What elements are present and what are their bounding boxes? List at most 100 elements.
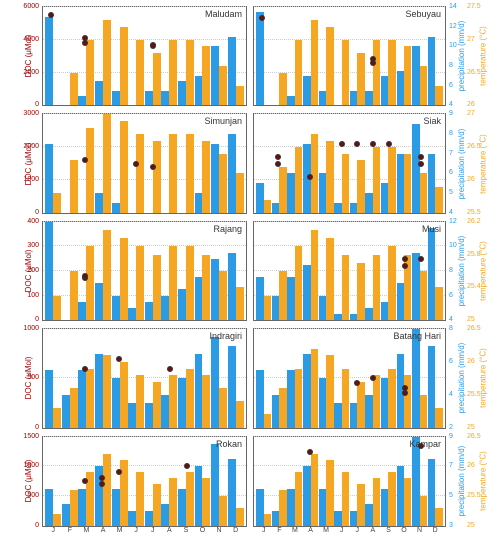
panel-rokan: RokanJFMAMJJASOND050010001500DOC (μMol) [4, 434, 249, 539]
temp-bar [103, 454, 111, 526]
panel-title: Indragiri [209, 331, 242, 341]
temp-bar [311, 230, 318, 320]
precip-bar [287, 96, 294, 106]
panel-title: Rokan [216, 439, 242, 449]
precip-bar [365, 504, 372, 526]
precip-bar [428, 228, 435, 320]
precip-bar [95, 283, 103, 320]
temp-bar [169, 134, 177, 213]
temp-bar [295, 40, 302, 106]
temp-bar [136, 40, 144, 106]
temp-bar [388, 246, 395, 320]
month-label: J [45, 527, 62, 537]
temp-bar [357, 484, 364, 526]
temp-bar [342, 40, 349, 106]
panel-title: Kampar [409, 439, 441, 449]
precip-bar [112, 296, 120, 321]
precip-bar [45, 17, 53, 106]
temp-bar [295, 246, 302, 320]
precip-bar [178, 378, 186, 427]
temp-bar [86, 369, 94, 428]
doc-marker [402, 390, 408, 396]
temp-bar [404, 375, 411, 427]
temp-bar [357, 53, 364, 105]
precip-bar [319, 173, 326, 212]
ylabel-doc: DOC (μMol) [24, 357, 33, 400]
panel-simunjan: Simunjan0100020003000DOC (μMol) [4, 111, 249, 216]
doc-marker [82, 40, 88, 46]
month-label: A [303, 527, 319, 537]
precip-bar [256, 370, 263, 427]
precip-bar [195, 193, 203, 213]
precip-bar [287, 173, 294, 212]
month-label: F [272, 527, 288, 537]
temp-bar [342, 369, 349, 428]
precip-bar [178, 289, 186, 320]
precip-bar [334, 511, 341, 526]
month-label: J [144, 527, 161, 537]
temp-bar [373, 147, 380, 213]
temp-bar [326, 141, 333, 213]
month-label: F [62, 527, 79, 537]
precip-bar [256, 277, 263, 320]
month-label: A [161, 527, 178, 537]
temp-bar [120, 121, 128, 213]
precip-bar [95, 193, 103, 213]
doc-marker [370, 141, 376, 147]
temp-bar [219, 496, 227, 526]
temp-bar [435, 287, 442, 320]
temp-bar [311, 20, 318, 105]
temp-bar [342, 255, 349, 321]
month-label: D [227, 527, 244, 537]
temp-bar [264, 200, 271, 213]
precip-bar [397, 466, 404, 526]
panel-kampar: KamparJFMAMJJASOND35792525.52626.5precip… [251, 434, 496, 539]
precip-bar [195, 466, 203, 526]
temp-bar [86, 246, 94, 320]
precip-bar [78, 370, 86, 427]
precip-bar [428, 459, 435, 526]
temp-bar [120, 362, 128, 428]
precip-bar [350, 203, 357, 213]
precip-bar [287, 370, 294, 427]
temp-bar [388, 40, 395, 106]
precip-bar [228, 37, 236, 106]
precip-bar [178, 489, 186, 526]
temp-bar [264, 414, 271, 427]
temp-bar [326, 460, 333, 526]
doc-marker [82, 273, 88, 279]
precip-bar [303, 265, 310, 320]
precip-bar [161, 296, 169, 321]
doc-marker [150, 43, 156, 49]
ylabel-precip: precipitation (mm/d) [457, 236, 466, 307]
precip-bar [161, 504, 169, 526]
ylabel-temp: temperature (°C) [479, 26, 488, 86]
precip-bar [272, 395, 279, 428]
precip-bar [397, 71, 404, 105]
temp-bar [279, 73, 286, 106]
precip-bar [365, 308, 372, 320]
temp-bar [53, 408, 61, 428]
precip-bar [45, 489, 53, 526]
temp-bar [202, 46, 210, 105]
ylabel-precip: precipitation (mm/d) [457, 128, 466, 199]
precip-bar [412, 437, 419, 526]
precip-bar [45, 144, 53, 213]
doc-marker [370, 60, 376, 66]
precip-bar [287, 489, 294, 526]
temp-bar [153, 382, 161, 428]
ylabel-doc: DOC (μMol) [24, 250, 33, 293]
precip-bar [319, 378, 326, 427]
panel-indragiri: Indragiri05001000DOC (μMol) [4, 326, 249, 431]
precip-bar [256, 489, 263, 526]
temp-bar [103, 114, 111, 212]
temp-bar [435, 408, 442, 428]
temp-bar [53, 296, 61, 321]
precip-bar [365, 395, 372, 428]
doc-marker [402, 256, 408, 262]
precip-bar [256, 183, 263, 213]
temp-bar [186, 369, 194, 428]
temp-bar [186, 472, 194, 526]
precip-bar [412, 124, 419, 213]
precip-bar [78, 96, 86, 106]
